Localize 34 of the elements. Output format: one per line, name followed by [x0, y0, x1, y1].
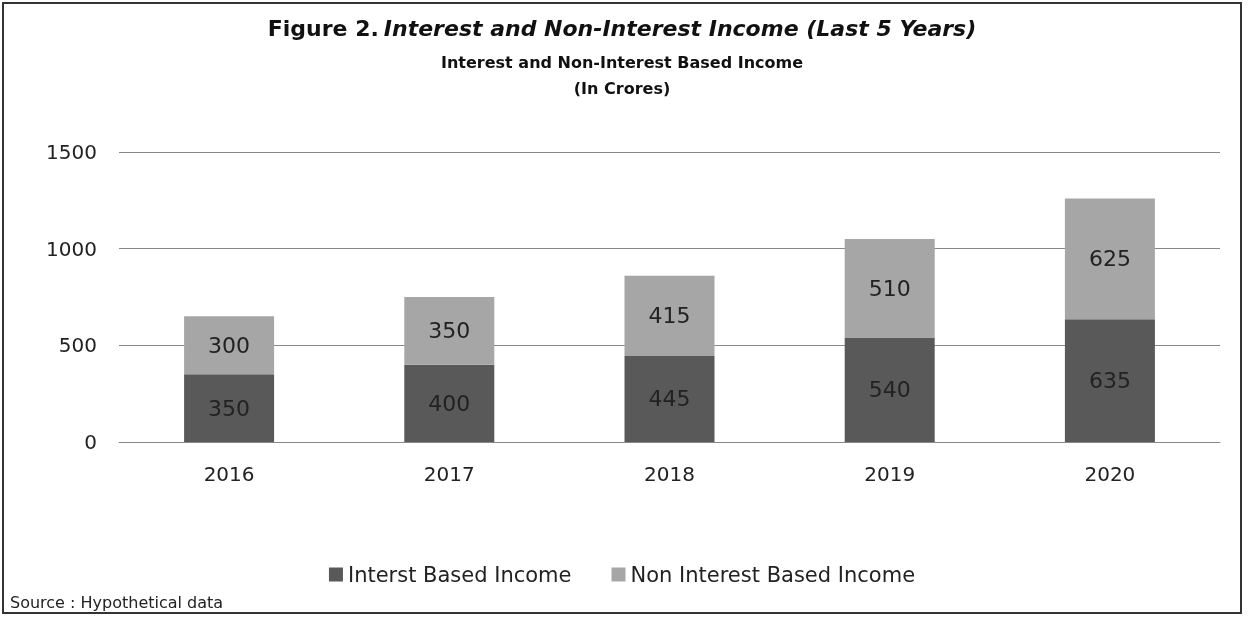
legend-label: Interst Based Income — [347, 562, 572, 587]
y-tick-label: 0 — [84, 430, 97, 454]
x-tick-label: 2019 — [864, 462, 916, 486]
data-label: 625 — [1088, 246, 1131, 272]
bar — [404, 364, 495, 442]
data-label: 510 — [868, 275, 911, 301]
data-label: 415 — [648, 303, 691, 329]
bar — [184, 316, 275, 375]
data-label: 350 — [208, 395, 251, 421]
data-label: 300 — [208, 332, 251, 358]
bar — [1064, 319, 1155, 442]
x-tick-label: 2017 — [423, 462, 475, 486]
chart-title: Figure 2. Interest and Non-Interest Income (Last 5 Years) — [267, 15, 977, 41]
x-tick-label: 2016 — [203, 462, 255, 486]
data-label: 400 — [428, 390, 471, 416]
chart-subtitle: Interest and Non-Interest Based Income (In Crores) — [440, 52, 804, 98]
x-tick-label: 2018 — [644, 462, 695, 486]
bar — [844, 337, 935, 442]
bar — [844, 239, 935, 338]
data-label: 445 — [648, 386, 691, 412]
bar — [184, 374, 275, 442]
data-label: 635 — [1088, 368, 1131, 394]
data-label: 540 — [868, 377, 911, 403]
data-label: 350 — [428, 318, 471, 344]
source-note: Source : Hypothetical data — [10, 592, 224, 612]
y-tick-label: 1000 — [46, 236, 97, 261]
x-tick-label: 2020 — [1084, 462, 1136, 486]
bar — [1064, 198, 1155, 320]
y-tick-label: 500 — [58, 333, 97, 358]
y-tick-label: 1500 — [46, 140, 97, 164]
bar — [624, 355, 715, 442]
bar — [404, 297, 495, 365]
bar — [624, 275, 715, 356]
legend-label: Non Interest Based Income — [630, 562, 916, 587]
